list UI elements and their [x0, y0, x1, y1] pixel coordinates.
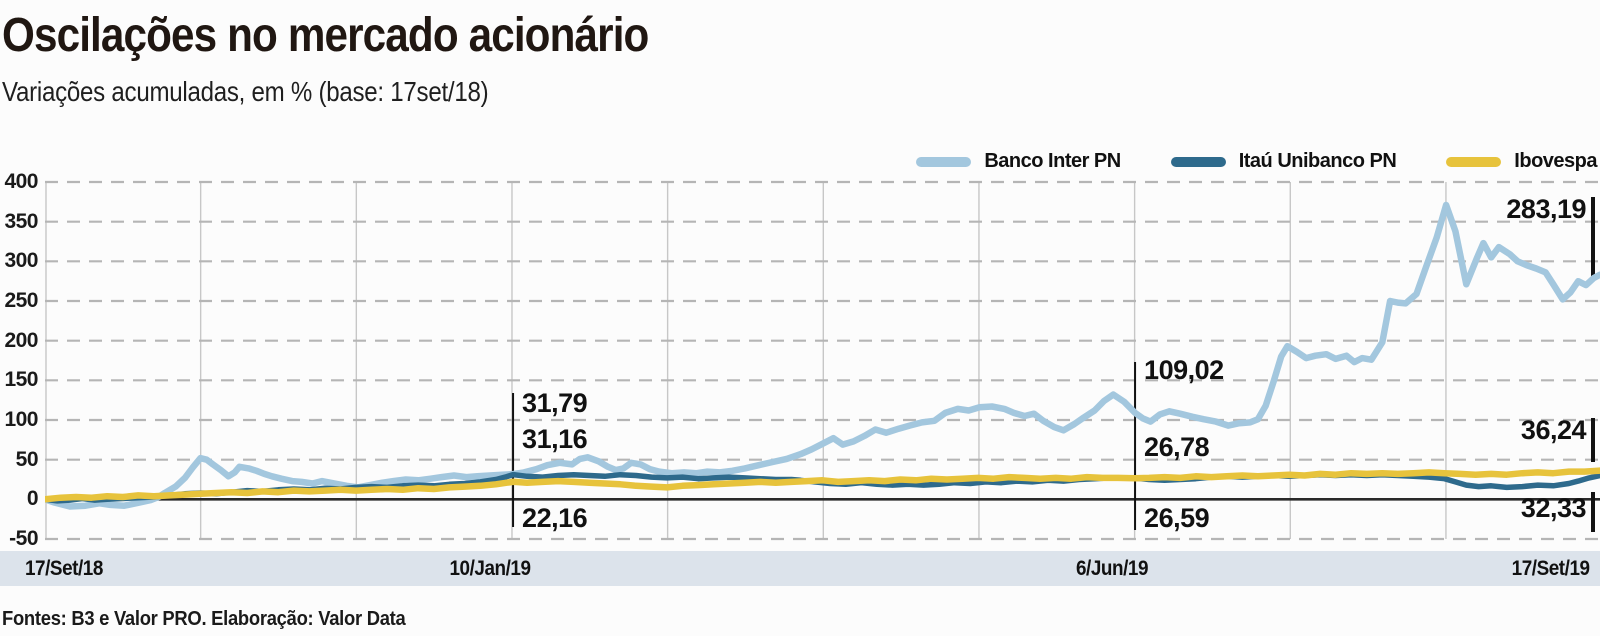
legend-label: Ibovespa: [1514, 150, 1597, 172]
y-tick-label: -50: [9, 527, 38, 550]
annotation-value-10jan19: 31,79: [522, 388, 588, 418]
chart-svg: [45, 180, 1600, 541]
plot-area: [45, 170, 1600, 545]
legend-item-ibovespa: Ibovespa: [1446, 150, 1597, 173]
legend-label: Itaú Unibanco PN: [1238, 150, 1397, 172]
page-title: Oscilações no mercado acionário: [2, 9, 649, 62]
x-axis-band: 17/Set/18 10/Jan/19 6/Jun/19 17/Set/19: [0, 551, 1600, 586]
legend-item-itau-unibanco-pn: Itaú Unibanco PN: [1170, 150, 1397, 173]
series-line-ibovespa: [45, 467, 1600, 503]
x-tick-label-10-jan-19: 10/Jan/19: [449, 557, 532, 580]
legend-swatch-icon: [1446, 156, 1502, 167]
series-line-banco-inter-pn: [45, 201, 1600, 510]
legend-swatch-icon: [1170, 156, 1226, 167]
legend-item-banco-inter-pn: Banco Inter PN: [916, 150, 1121, 173]
y-tick-label: 200: [4, 328, 38, 352]
y-tick-label: 150: [4, 368, 38, 392]
annotation-value-6jun19: 26,59: [1144, 503, 1210, 533]
y-tick-label: 100: [4, 408, 38, 431]
y-tick-label: 0: [26, 487, 39, 511]
annotation-value-17set19: 283,19: [1506, 194, 1586, 224]
annotation-value-17set19: 36,24: [1520, 415, 1587, 445]
y-tick-label: 300: [4, 249, 38, 273]
legend: Banco Inter PN Itaú Unibanco PN Ibovespa: [916, 150, 1597, 173]
source-note: Fontes: B3 e Valor PRO. Elaboração: Valo…: [2, 608, 406, 630]
legend-label: Banco Inter PN: [984, 150, 1121, 172]
x-tick-label-17-set-19: 17/Set/19: [1512, 557, 1590, 580]
annotation-value-6jun19: 109,02: [1144, 355, 1224, 385]
legend-swatch-icon: [916, 156, 972, 167]
x-tick-label-6-jun-19: 6/Jun/19: [1076, 557, 1149, 580]
y-tick-label: 250: [4, 289, 38, 312]
y-tick-label: 350: [4, 209, 38, 233]
page-subtitle: Variações acumuladas, em % (base: 17set/…: [2, 76, 489, 107]
x-tick-label-17-set-18: 17/Set/18: [25, 557, 103, 580]
y-axis-labels: 400 350 300 250 200 150 100 50 0 -50: [0, 170, 38, 550]
annotation-value-10jan19: 22,16: [522, 503, 588, 533]
y-tick-label: 400: [4, 170, 38, 193]
annotation-value-6jun19: 26,78: [1144, 432, 1210, 462]
annotation-value-17set19: 32,33: [1520, 493, 1587, 523]
annotation-value-10jan19: 31,16: [522, 424, 588, 454]
y-tick-label: 50: [15, 447, 39, 471]
